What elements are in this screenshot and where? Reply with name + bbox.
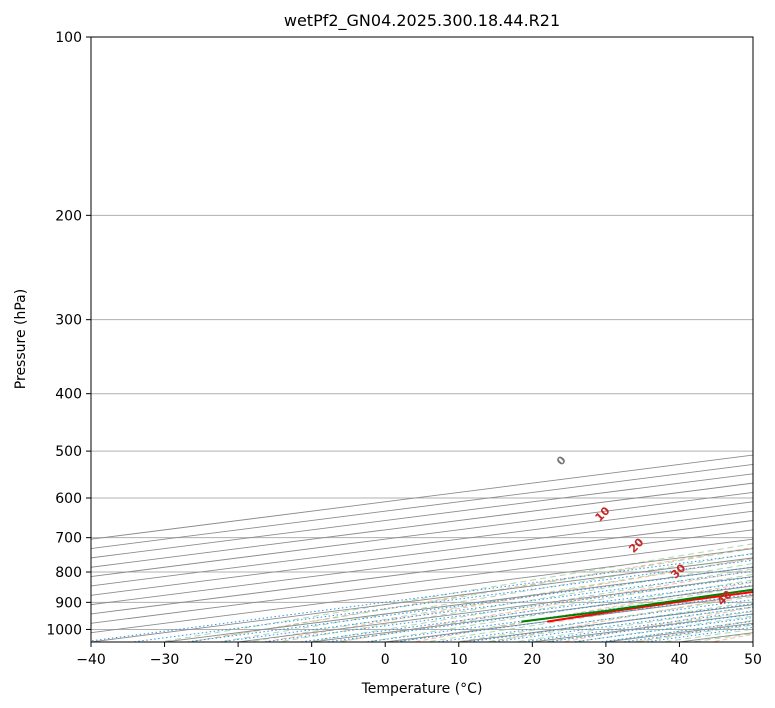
x-tick-label: −10	[297, 652, 327, 668]
temperature-line	[547, 590, 753, 623]
plot-frame	[90, 36, 754, 643]
moist-adiabat	[393, 585, 753, 642]
y-tick-label: 600	[55, 491, 82, 507]
isotherm-line	[91, 510, 753, 596]
y-tick-label: 900	[55, 595, 82, 611]
x-tick-label: 30	[597, 652, 615, 668]
y-axis-label: Pressure (hPa)	[13, 289, 29, 389]
x-tick-label: 0	[381, 652, 390, 668]
moist-adiabat	[659, 628, 753, 642]
mixing-ratio-line	[361, 589, 753, 642]
moist-adiabat-label: 10	[593, 504, 613, 524]
mixing-ratio-line	[488, 606, 753, 642]
isotherm-line	[238, 576, 753, 642]
isotherm-line	[91, 538, 753, 624]
moist-adiabat	[363, 579, 753, 642]
moist-adiabat	[215, 552, 753, 642]
mixing-ratio-line	[128, 559, 753, 642]
moist-adiabat	[304, 568, 753, 642]
x-tick-label: −20	[223, 652, 253, 668]
moist-adiabat	[541, 611, 753, 642]
moist-adiabat	[452, 596, 753, 642]
isotherm-line	[91, 473, 753, 559]
isotherm-line	[679, 632, 753, 642]
isotherm-line	[752, 641, 753, 642]
y-tick-label: 300	[55, 313, 82, 329]
y-tick-label: 100	[55, 30, 82, 46]
moist-adiabat	[156, 543, 753, 642]
x-tick-label: −30	[150, 652, 180, 668]
mixing-ratio-line	[518, 610, 753, 642]
dry-adiabat	[410, 581, 753, 642]
mixing-ratio-line	[91, 553, 753, 642]
moist-adiabat	[481, 601, 753, 642]
x-tick-label: 20	[523, 652, 541, 668]
moist-adiabat-label: 0	[554, 453, 569, 468]
y-tick-label: 400	[55, 387, 82, 403]
isotherm-line	[91, 529, 753, 615]
mixing-ratio-line	[463, 603, 753, 642]
y-tick-label: 700	[55, 531, 82, 547]
dry-adiabat	[186, 546, 753, 642]
x-axis-label: Temperature (°C)	[361, 681, 483, 697]
x-tick-label: 50	[744, 652, 762, 668]
isotherm-line	[91, 482, 753, 568]
isotherm-line	[385, 594, 753, 642]
background-lines	[91, 37, 753, 642]
isotherm-line	[91, 463, 753, 549]
moist-adiabat	[186, 548, 753, 642]
isotherm-line	[91, 520, 753, 606]
y-tick-label: 1000	[46, 622, 82, 638]
mixing-ratio-line	[432, 599, 753, 642]
x-tick-label: 40	[671, 652, 689, 668]
moist-adiabat	[688, 632, 753, 642]
isotherm-line	[91, 492, 753, 578]
x-tick-label: 10	[450, 652, 468, 668]
moist-adiabat	[333, 573, 753, 642]
y-tick-label: 800	[55, 565, 82, 581]
dry-adiabat	[261, 558, 753, 642]
isotherm-line	[91, 557, 753, 642]
y-tick-label: 200	[55, 208, 82, 224]
moist-adiabat	[600, 620, 753, 642]
dry-adiabat	[634, 620, 753, 642]
axis-ticks: −40 −30 −20 −10 0 10 20 30 40 5010020030040050060…	[46, 30, 762, 668]
y-tick-label: 500	[55, 444, 82, 460]
moist-adiabat	[570, 615, 753, 642]
isotherm-line	[91, 501, 753, 587]
moist-adiabat-label: 20	[626, 535, 646, 555]
chart-title: wetPf2_GN04.2025.300.18.44.R21	[284, 11, 560, 31]
dry-adiabat	[335, 569, 753, 642]
isotherm-line	[164, 566, 753, 642]
x-tick-label: −40	[76, 652, 106, 668]
isotherm-line	[311, 585, 753, 642]
isotherm-line	[458, 604, 753, 642]
